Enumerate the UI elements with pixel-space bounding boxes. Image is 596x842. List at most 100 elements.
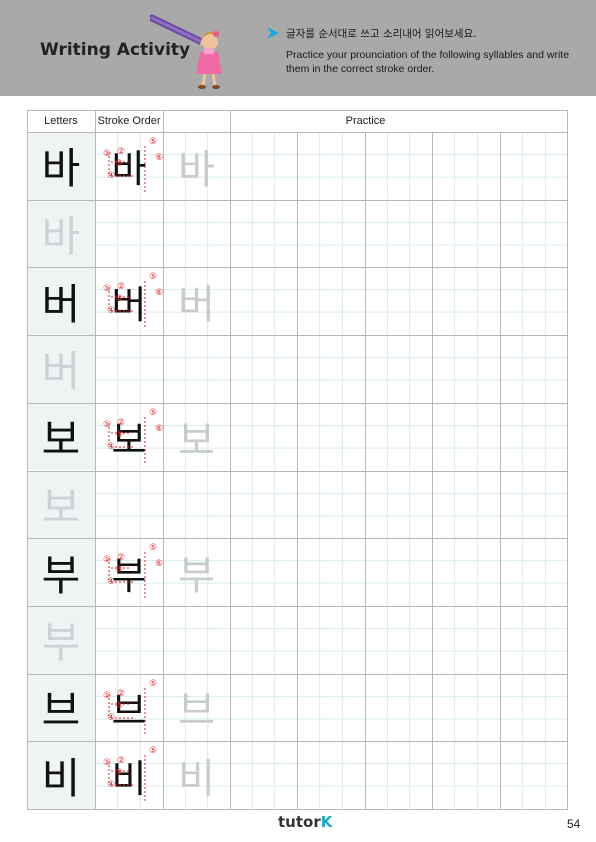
logo-k: K: [320, 813, 333, 831]
stroke-number-label: ①: [103, 284, 111, 294]
stroke-number-label: ③: [115, 294, 123, 304]
cell-guide-lines: [95, 605, 163, 674]
practice-cell: [297, 200, 365, 268]
practice-cell: [500, 403, 568, 471]
grid-line-vertical: [365, 132, 366, 809]
cell-guide-lines: [163, 673, 230, 742]
cell-guide-lines: [500, 402, 568, 471]
column-header-stroke-order: Stroke Order: [97, 115, 161, 127]
cell-guide-lines: [230, 605, 297, 674]
cell-guide-lines: [500, 132, 568, 200]
letter-cell: 브: [27, 673, 95, 742]
practice-cell: [500, 132, 568, 200]
cell-guide-lines: [297, 267, 365, 336]
stroke-number-label: ①: [103, 149, 111, 159]
cell-guide-lines: [365, 402, 432, 471]
practice-cell: [365, 267, 432, 335]
stroke-number-label: ①: [103, 555, 111, 565]
grid-line-vertical: [27, 110, 28, 809]
letter-cell: 비: [27, 741, 95, 809]
cell-guide-lines: [297, 132, 365, 200]
practice-row: 버: [27, 335, 568, 403]
stroke-order-cell: [95, 200, 163, 268]
cell-guide-lines: [432, 199, 500, 268]
practice-cell: [230, 471, 297, 539]
cell-guide-lines: [230, 402, 297, 471]
stroke-order-cell: [95, 335, 163, 403]
cell-guide-lines: [365, 267, 432, 336]
practice-cell: [297, 471, 365, 539]
letter-cell: 바: [27, 132, 95, 200]
cell-guide-lines: [95, 267, 163, 336]
practice-row: 부: [27, 605, 568, 674]
practice-cell: [365, 471, 432, 539]
practice-cell: [297, 606, 365, 674]
cell-guide-lines: [432, 335, 500, 403]
stroke-order-cell: [95, 606, 163, 674]
column-header-practice: Practice: [345, 115, 386, 127]
cell-guide-lines: [230, 673, 297, 742]
stroke-number-label: ⑤: [149, 408, 157, 418]
cell-guide-lines: [365, 673, 432, 742]
cell-guide-lines: [432, 673, 500, 742]
cell-guide-lines: [365, 335, 432, 403]
grid-line-vertical: [230, 110, 231, 809]
practice-cell: [365, 132, 432, 200]
practice-cell: [365, 606, 432, 674]
stroke-number-label: ②: [117, 553, 125, 563]
stroke-number-label: ⑤: [149, 137, 157, 147]
practice-cell: [500, 674, 568, 742]
stroke-order-glyph: 비: [111, 756, 147, 801]
cell-guide-lines: [365, 132, 432, 200]
practice-cell: [432, 132, 500, 200]
stroke-number-label: ③: [115, 701, 123, 711]
column-header-letters: Letters: [44, 115, 78, 127]
stroke-order-glyph: 버: [111, 282, 147, 327]
cell-guide-lines: [230, 335, 297, 403]
cell-guide-lines: [500, 267, 568, 336]
cell-guide-lines: [95, 199, 163, 268]
stroke-number-label: ①: [103, 758, 111, 768]
cell-guide-lines: [500, 538, 568, 606]
trace-letter: 부: [178, 553, 215, 600]
stroke-order-glyph: 부: [111, 553, 147, 598]
grid-line-horizontal: [27, 110, 568, 111]
cell-guide-lines: [95, 538, 163, 606]
cell-guide-lines: [500, 673, 568, 742]
cell-guide-lines: [95, 132, 163, 200]
trace-letter: [163, 471, 230, 539]
practice-cell: [230, 267, 297, 335]
stroke-number-label: ⑥: [155, 424, 163, 434]
cell-guide-lines: [432, 402, 500, 471]
cell-guide-lines: [432, 132, 500, 200]
stroke-number-label: ②: [117, 756, 125, 766]
stroke-number-label: ②: [117, 689, 125, 699]
trace-letter: 비: [178, 756, 215, 803]
practice-cell: [365, 674, 432, 742]
cell-guide-lines: [95, 470, 163, 539]
cell-guide-lines: [163, 741, 230, 809]
practice-cell: [297, 267, 365, 335]
grid-line-horizontal: [27, 809, 568, 810]
grid-line-vertical: [567, 110, 568, 809]
cell-guide-lines: [95, 402, 163, 471]
page-header: Writing Activity 글자를 순서대로 쓰고 소리내어 읽어보세요.…: [0, 0, 596, 96]
cell-guide-lines: [432, 267, 500, 336]
stroke-number-label: ②: [117, 282, 125, 292]
stroke-order-glyph: 보: [111, 418, 147, 463]
practice-cell: [500, 200, 568, 268]
practice-cell: [432, 200, 500, 268]
stroke-number-label: ⑥: [155, 559, 163, 569]
cell-guide-lines: [163, 199, 230, 268]
practice-cell: [230, 132, 297, 200]
practice-cell: [297, 335, 365, 403]
grid-line-vertical: [95, 110, 96, 809]
stroke-number-label: ②: [117, 418, 125, 428]
